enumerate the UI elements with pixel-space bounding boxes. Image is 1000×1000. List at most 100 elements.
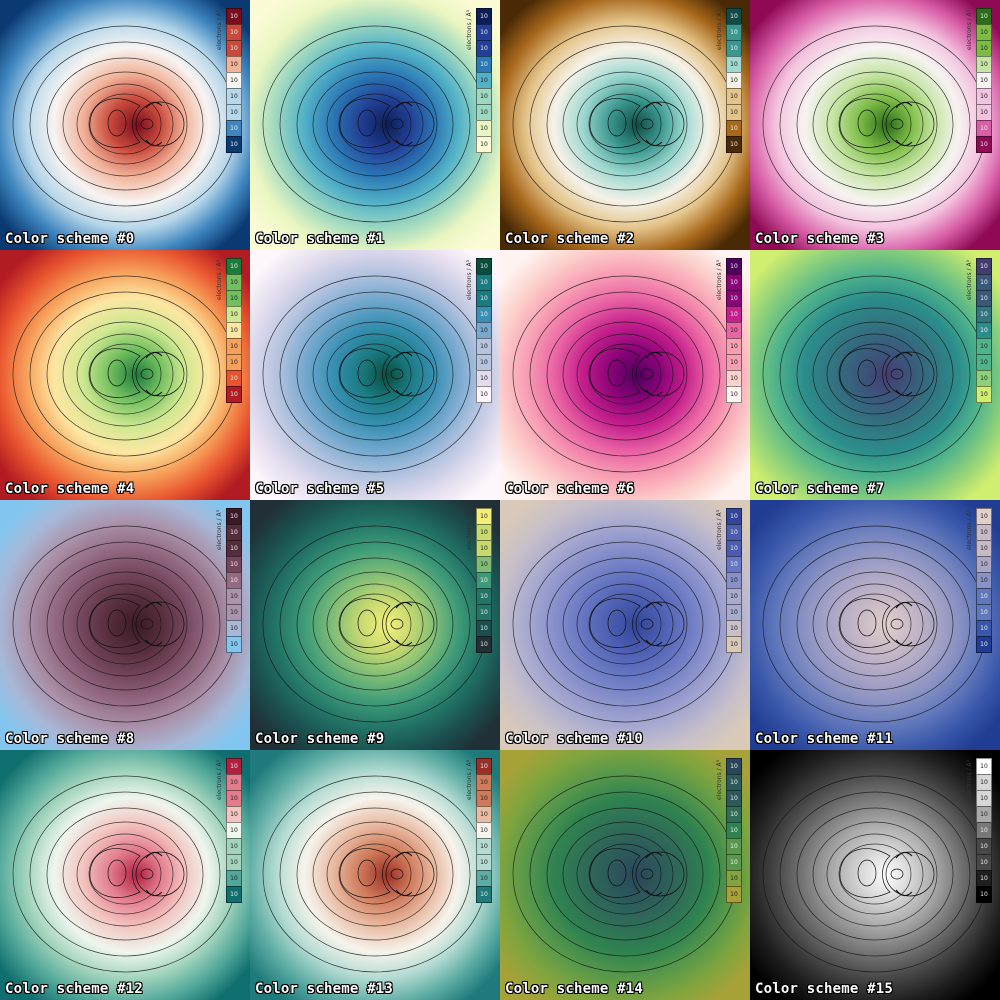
colorbar-swatch: 10: [976, 822, 992, 839]
contour-line: [76, 583, 174, 665]
contour-line: [395, 351, 413, 397]
colorbar-swatch: 10: [976, 556, 992, 573]
contour-line: [385, 601, 435, 647]
contour-line: [576, 833, 674, 915]
colorbar-swatch: 10: [226, 386, 242, 403]
contour-line: [529, 41, 721, 207]
contour-line: [46, 557, 204, 691]
colorbar-swatch: 10: [976, 806, 992, 823]
colorbar-swatch: 10: [726, 822, 742, 839]
contour-line: [640, 118, 654, 130]
contour-line: [589, 848, 641, 898]
contour-line: [338, 343, 412, 405]
contour-line: [890, 368, 904, 380]
contour-line: [390, 618, 404, 630]
colorbar-swatch: 10: [226, 56, 242, 73]
colorbar-label: electrons / Å³: [716, 10, 723, 50]
contour-line: [890, 618, 904, 630]
colorbar-swatch: 10: [976, 758, 992, 775]
color-scheme-panel: electrons / Å³ 10 10 10 10 10 10 10 10 10 Color sc…: [750, 750, 1000, 1000]
colorbar-swatch: 10: [726, 258, 742, 275]
contour-line: [339, 98, 391, 148]
colorbar-swatch: 10: [476, 854, 492, 871]
colorbar-swatch: 10: [726, 24, 742, 41]
contour-line: [640, 368, 654, 380]
colorbar-swatch: 10: [726, 524, 742, 541]
colorbar-swatch: 10: [476, 806, 492, 823]
contour-line: [640, 868, 654, 880]
panel-caption: Color scheme #5: [255, 481, 385, 497]
density-contour-plot: [0, 750, 250, 1000]
contour-line: [140, 618, 154, 630]
colorbar-swatch: 10: [226, 354, 242, 371]
panel-caption: Color scheme #2: [505, 231, 635, 247]
colorbar-swatch: 10: [726, 104, 742, 121]
contour-line: [296, 557, 454, 691]
panel-caption: Color scheme #9: [255, 731, 385, 747]
colorbar-swatch: 10: [726, 8, 742, 25]
colorbar-swatch: 10: [726, 540, 742, 557]
colorbar-swatch: 10: [476, 588, 492, 605]
colorbar-swatch: 10: [976, 636, 992, 653]
colorbar-swatch: 10: [226, 556, 242, 573]
contour-line: [779, 291, 971, 457]
colorbar-swatch: 10: [226, 524, 242, 541]
colorbar-swatch: 10: [226, 540, 242, 557]
colorbar-swatch: 10: [226, 604, 242, 621]
colorbar-swatch: 10: [476, 370, 492, 387]
colorbar-swatch: 10: [226, 24, 242, 41]
contour-line: [135, 851, 185, 897]
density-contour-plot: [750, 0, 1000, 250]
contour-line: [857, 609, 877, 637]
contour-line: [838, 343, 912, 405]
colorbar-label: electrons / Å³: [716, 760, 723, 800]
colorbar-swatch: 10: [976, 56, 992, 73]
colorbar-swatch: 10: [476, 8, 492, 25]
colorbar-swatch: 10: [476, 290, 492, 307]
colorbar-swatch: 10: [726, 290, 742, 307]
contour-line: [88, 343, 162, 405]
colorbar-swatch: 10: [476, 258, 492, 275]
colorbar-swatch: 10: [476, 524, 492, 541]
colorbar-swatch: 10: [726, 790, 742, 807]
contour-line: [312, 71, 438, 177]
contour-line: [339, 598, 391, 648]
colorbar-swatch: 10: [976, 136, 992, 153]
density-contour-plot: [250, 750, 500, 1000]
panel-caption: Color scheme #11: [755, 731, 894, 747]
contour-line: [838, 93, 912, 155]
colorbar-swatch: 10: [726, 806, 742, 823]
color-scheme-panel: electrons / Å³ 10 10 10 10 10 10 10 10 10 Color sc…: [750, 500, 1000, 750]
contour-line: [645, 851, 663, 897]
colorbar-swatch: 10: [726, 854, 742, 871]
colorbar-swatch: 10: [976, 258, 992, 275]
colorbar-label: electrons / Å³: [466, 260, 473, 300]
colorbar-swatch: 10: [976, 620, 992, 637]
contour-line: [89, 98, 141, 148]
contour-line: [645, 601, 663, 647]
colorbar-swatch: 10: [226, 290, 242, 307]
contour-line: [890, 118, 904, 130]
contour-line: [107, 609, 127, 637]
panel-caption: Color scheme #3: [755, 231, 885, 247]
color-scheme-panel: electrons / Å³ 10 10 10 10 10 10 10 10 10 Color sc…: [250, 750, 500, 1000]
colorbar-swatch: 10: [976, 306, 992, 323]
contour-line: [812, 321, 938, 427]
colorbar-swatch: 10: [976, 370, 992, 387]
contour-line: [779, 541, 971, 707]
colorbar-swatch: 10: [476, 838, 492, 855]
colorbar-swatch: 10: [976, 886, 992, 903]
contour-line: [29, 541, 221, 707]
contour-line: [385, 101, 435, 147]
contour-line: [645, 101, 663, 147]
contour-line: [885, 601, 935, 647]
colorbar-label: electrons / Å³: [216, 510, 223, 550]
contour-line: [338, 593, 412, 655]
colorbar-swatch: 10: [976, 290, 992, 307]
colorbar-swatch: 10: [726, 136, 742, 153]
color-scheme-panel: electrons / Å³ 10 10 10 10 10 10 10 10 10 Color sc…: [0, 750, 250, 1000]
colorbar-swatch: 10: [976, 24, 992, 41]
contour-line: [145, 601, 163, 647]
colorbar-swatch: 10: [226, 8, 242, 25]
colorbar-swatch: 10: [976, 572, 992, 589]
